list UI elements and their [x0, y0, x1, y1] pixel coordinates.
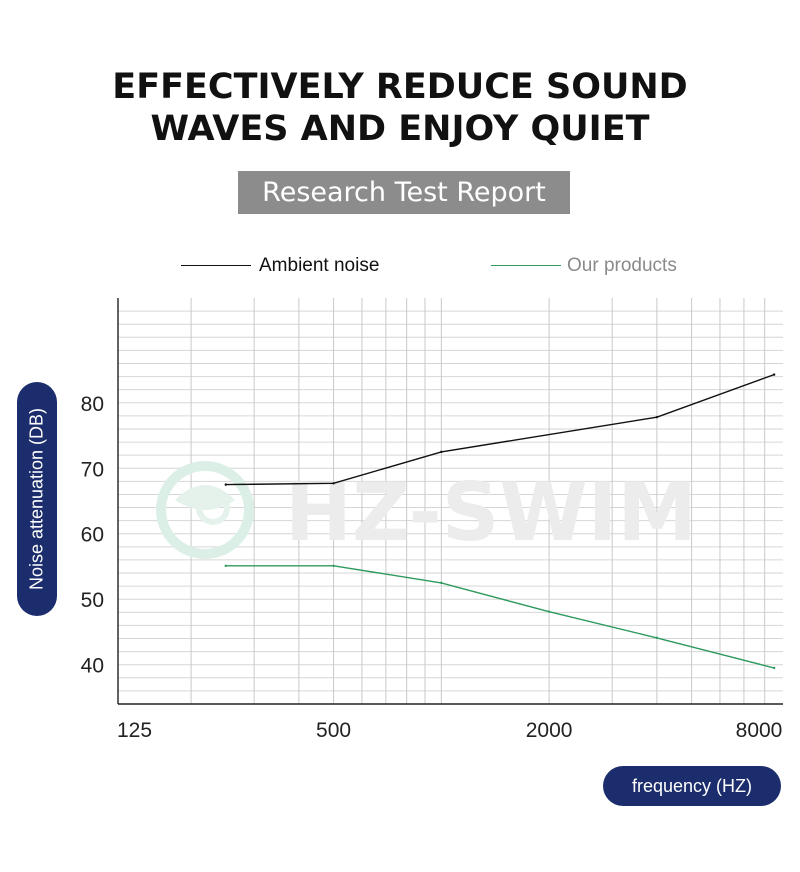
data-point — [772, 373, 776, 376]
report-banner: Research Test Report — [238, 171, 570, 214]
y-tick-labels: 40 50 60 70 80 — [81, 393, 104, 678]
y-tick-label: 50 — [81, 589, 104, 612]
y-axis-label: Noise attenuation (DB) — [26, 407, 47, 591]
x-tick-label: 2000 — [526, 719, 573, 742]
chart-series — [224, 373, 776, 670]
legend-label-our-products: Our products — [567, 255, 677, 276]
legend-item-our-products: Our products — [491, 252, 677, 280]
x-tick-label: 8000 — [736, 719, 783, 742]
data-point — [332, 564, 335, 568]
chart-axes — [117, 298, 783, 705]
x-axis-label-pill: frequency (HZ) — [603, 766, 781, 806]
x-tick-label: 125 — [117, 719, 152, 742]
y-tick-label: 70 — [81, 458, 104, 481]
y-tick-label: 40 — [81, 655, 104, 678]
data-point — [772, 666, 776, 670]
data-point — [224, 483, 227, 486]
data-point — [224, 564, 227, 568]
x-tick-label: 500 — [316, 719, 351, 742]
x-tick-labels: 125 500 2000 8000 — [117, 719, 782, 742]
watermark-logo-icon — [156, 461, 254, 559]
series-line-our-products — [225, 565, 775, 669]
data-point — [655, 415, 659, 419]
legend-item-ambient-noise: Ambient noise — [181, 252, 379, 280]
data-point — [440, 450, 443, 454]
y-tick-label: 80 — [81, 393, 104, 416]
legend-label-ambient-noise: Ambient noise — [259, 255, 380, 276]
x-axis-label: frequency (HZ) — [631, 776, 753, 796]
y-tick-label: 60 — [81, 524, 104, 547]
data-point — [332, 482, 335, 485]
watermark: HZ-SWIM — [156, 461, 697, 559]
data-point — [655, 636, 659, 640]
data-point — [440, 581, 443, 585]
y-axis-label-pill: Noise attenuation (DB) — [17, 382, 57, 616]
legend-swatch-our-products — [491, 265, 561, 267]
watermark-text: HZ-SWIM — [285, 466, 697, 559]
headline-line-1: EFFECTIVELY REDUCE SOUND — [112, 67, 688, 107]
legend-swatch-ambient-noise — [181, 265, 251, 267]
headline: EFFECTIVELY REDUCE SOUND WAVES AND ENJOY… — [0, 66, 800, 150]
chart-grid — [118, 298, 783, 704]
headline-line-2: WAVES AND ENJOY QUIET — [150, 109, 650, 149]
data-point — [547, 610, 551, 613]
